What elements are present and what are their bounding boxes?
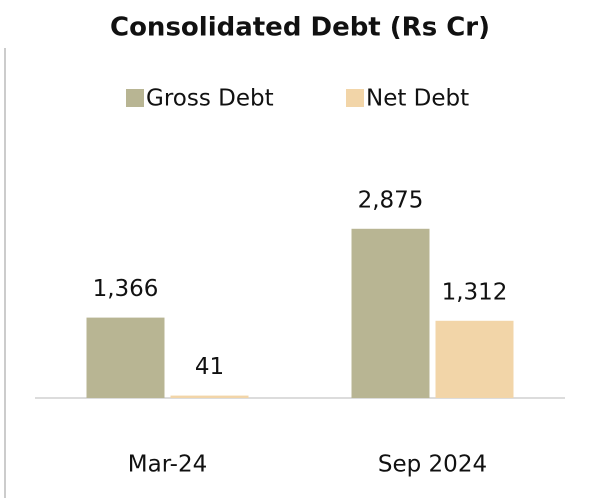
legend-swatch — [346, 89, 364, 107]
chart-title: Consolidated Debt (Rs Cr) — [110, 13, 490, 43]
x-tick-label: Mar-24 — [128, 452, 208, 478]
data-label: 2,875 — [358, 187, 424, 213]
data-label: 41 — [195, 354, 224, 380]
data-label: 1,366 — [93, 276, 159, 302]
data-label: 1,312 — [442, 279, 508, 305]
bar — [170, 395, 249, 398]
bar — [435, 320, 514, 398]
legend-label: Gross Debt — [146, 86, 274, 112]
bar — [351, 228, 430, 398]
legend-swatch — [126, 89, 144, 107]
bar — [86, 317, 165, 398]
legend-label: Net Debt — [366, 86, 469, 112]
x-tick-label: Sep 2024 — [378, 452, 487, 478]
